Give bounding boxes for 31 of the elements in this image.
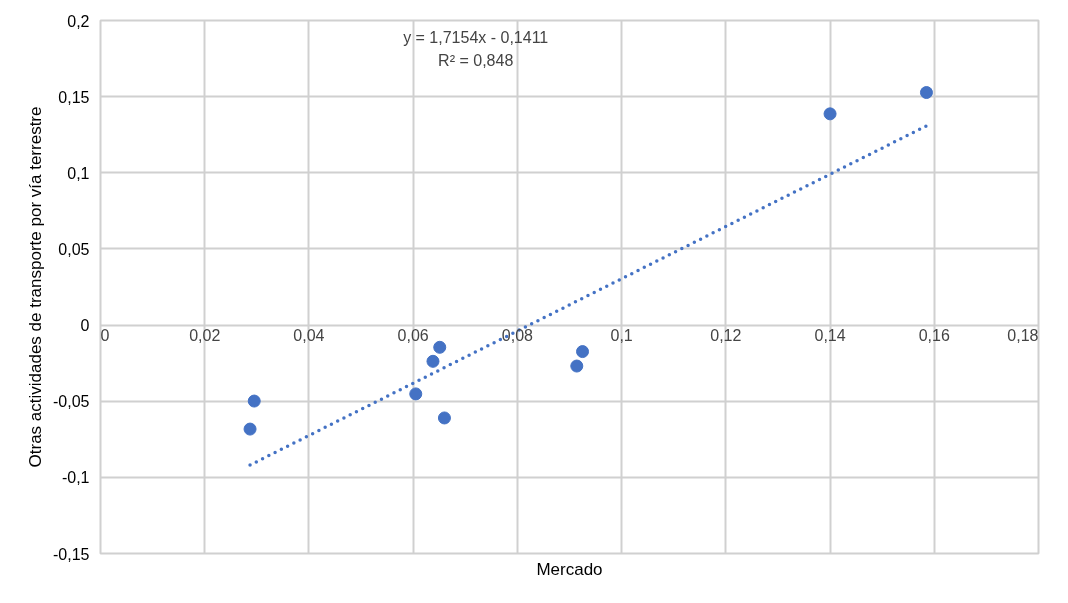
x-tick-label: 0,12 xyxy=(710,327,742,345)
x-tick-label: 0,16 xyxy=(918,327,950,345)
point xyxy=(570,359,584,373)
y-tick-label: 0,1 xyxy=(67,164,90,182)
x-tick-label: 0 xyxy=(100,327,110,345)
point xyxy=(437,411,451,425)
point xyxy=(433,340,447,354)
point xyxy=(247,394,261,408)
x-tick-label: 0,04 xyxy=(293,327,325,345)
y-tick-label: -0,15 xyxy=(53,545,90,563)
point xyxy=(243,422,257,436)
point xyxy=(426,354,440,368)
x-tick-label: 0,08 xyxy=(501,327,534,345)
x-axis-title: Mercado xyxy=(536,559,603,579)
y-tick-label: -0,05 xyxy=(53,393,90,411)
x-tick-label: 0,18 xyxy=(1007,327,1039,345)
point xyxy=(409,387,423,401)
y-tick-label: -0,1 xyxy=(61,469,90,487)
point xyxy=(823,107,837,121)
y-tick-label: 0,05 xyxy=(58,240,90,258)
annotation: y = 1,7154x - 0,1411 xyxy=(403,28,549,46)
x-tick-label: 0,02 xyxy=(189,327,221,345)
y-tick-label: 0,2 xyxy=(67,12,90,30)
point xyxy=(576,345,590,359)
x-tick-label: 0,1 xyxy=(610,327,633,345)
point xyxy=(919,86,933,100)
y-axis-title: Otras actividades de transporte por vía terrestre xyxy=(26,106,46,468)
y-tick-label: 0,15 xyxy=(58,88,90,106)
x-tick-label: 0,06 xyxy=(397,327,429,345)
annotation: R² = 0,848 xyxy=(438,51,514,69)
x-tick-label: 0,14 xyxy=(814,327,846,345)
